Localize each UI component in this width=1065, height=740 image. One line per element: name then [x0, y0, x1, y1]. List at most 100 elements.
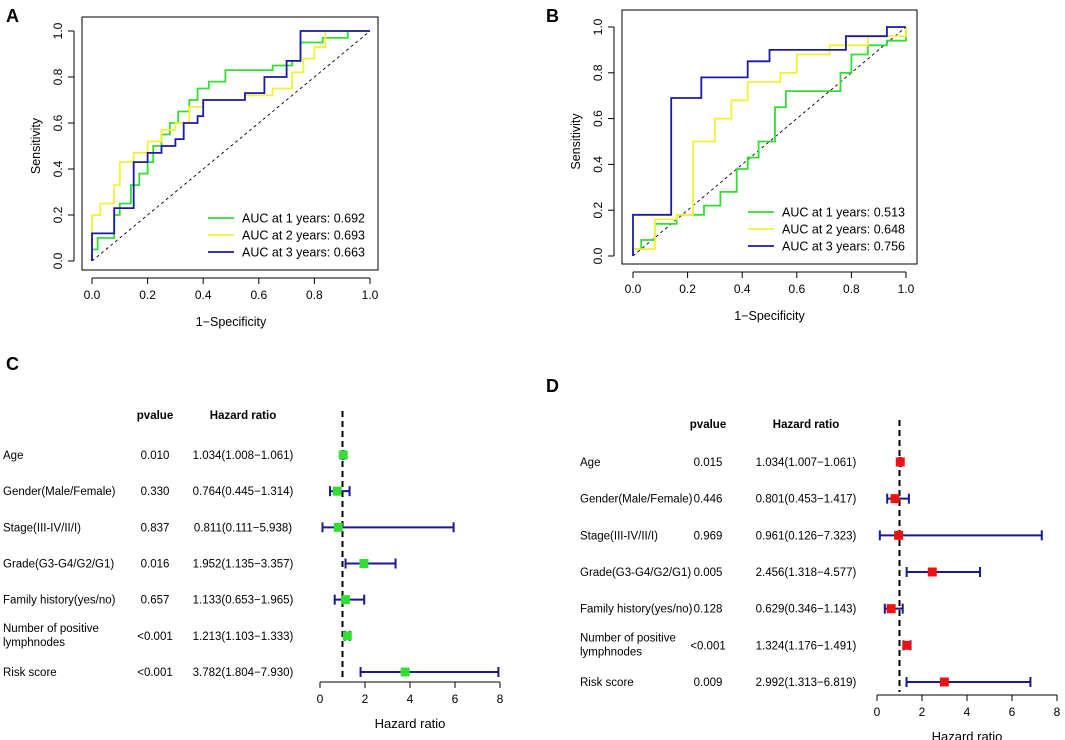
forest-row: Risk score <0.001 3.782(1.804−7.930) [3, 667, 500, 679]
x-tick-label: 8 [497, 692, 504, 706]
plot-frame [81, 16, 379, 271]
row-label: Family history(yes/no) [3, 595, 116, 607]
x-tick-label: 6 [452, 692, 459, 706]
hr-marker [886, 604, 896, 614]
row-label: Age [3, 450, 23, 462]
y-tick-label: 0.2 [51, 206, 65, 223]
header-pvalue: pvalue [690, 419, 726, 431]
row-label: Age [580, 457, 600, 469]
row-pvalue: 0.657 [141, 595, 170, 607]
x-tick-label: 4 [407, 692, 414, 706]
forest-row: Age 0.010 1.034(1.008−1.061) [3, 450, 348, 462]
y-tick-label: 0.0 [591, 247, 605, 264]
row-pvalue: <0.001 [137, 667, 173, 679]
legend: AUC at 1 years: 0.513 AUC at 2 years: 0.6… [748, 206, 905, 254]
row-label: Risk score [580, 677, 634, 689]
forest-row: Grade(G3-G4/G2/G1) 0.005 2.456(1.318−4.577… [580, 567, 981, 579]
hr-marker [340, 595, 350, 605]
row-pvalue: 0.837 [141, 522, 170, 534]
row-pvalue: <0.001 [137, 631, 173, 643]
roc-curve-1 [632, 27, 907, 256]
row-pvalue: <0.001 [690, 640, 726, 652]
forest-row: Grade(G3-G4/G2/G1) 0.016 1.952(1.135−3.357… [3, 558, 397, 571]
y-tick-label: 0.2 [591, 202, 605, 219]
forest-row: Stage(III-IV/II/I) 0.837 0.811(0.111−5.938… [3, 522, 455, 534]
panel-letter-d: D [546, 376, 559, 396]
x-tick-label: 2 [362, 692, 369, 706]
x-tick-label: 1.0 [898, 282, 915, 296]
x-tick-label: 0.2 [679, 282, 696, 296]
y-axis-label: Sensitivity [569, 113, 583, 170]
x-tick-label: 0.6 [250, 288, 267, 302]
row-hr-text: 1.324(1.176−1.491) [756, 640, 857, 652]
header-hazard-ratio: Hazard ratio [210, 410, 276, 422]
diagonal-reference-line [632, 26, 907, 257]
x-tick-label: 0.4 [195, 288, 212, 302]
hr-marker [927, 567, 937, 577]
y-tick-label: 1.0 [591, 18, 605, 35]
row-hr-text: 1.034(1.007−1.061) [756, 457, 857, 469]
legend-label-2: AUC at 2 years: 0.693 [242, 229, 365, 243]
hr-marker [939, 677, 949, 687]
hr-marker [890, 494, 900, 504]
x-tick-label: 2 [919, 705, 926, 719]
hr-marker [359, 559, 369, 568]
x-tick-label: 0 [874, 705, 881, 719]
row-pvalue: 0.128 [694, 604, 723, 616]
forest-row: Family history(yes/no) 0.128 0.629(0.346−1… [580, 603, 904, 616]
legend-label-1: AUC at 1 years: 0.513 [782, 206, 905, 220]
x-tick-label: 0.8 [306, 288, 323, 302]
forest-row: Risk score 0.009 2.992(1.313−6.819) [580, 677, 1032, 689]
roc-plot-a: 0.0 0.2 0.4 0.6 0.8 1.0 1−Specificity 0.0 0.2 0.4… [29, 16, 379, 329]
x-tick-label: 0.6 [788, 282, 805, 296]
hr-marker [332, 486, 342, 496]
row-label: Number of positive [3, 623, 99, 635]
row-label: Stage(III-IV/II/I) [580, 530, 658, 542]
row-hr-text: 1.213(1.103−1.333) [193, 631, 294, 643]
x-tick-label: 0 [317, 692, 324, 706]
hr-marker [333, 522, 343, 532]
y-tick-label: 0.4 [591, 156, 605, 173]
y-tick-label: 0.6 [591, 110, 605, 127]
panel-letter-b: B [546, 6, 559, 26]
row-hr-text: 0.764(0.445−1.314) [193, 486, 294, 498]
row-label-line2: lymphnodes [580, 646, 642, 658]
roc-curve-2 [632, 27, 907, 256]
header-pvalue: pvalue [137, 410, 173, 422]
x-tick-label: 0.2 [139, 288, 156, 302]
row-hr-text: 1.133(0.653−1.965) [193, 595, 294, 607]
forest-row: Number of positive lymphnodes <0.001 1.324(… [580, 632, 912, 658]
forest-row: Number of positive lymphnodes <0.001 1.213(… [3, 623, 352, 649]
row-pvalue: 0.010 [141, 450, 170, 462]
panel-letter-c: C [6, 354, 19, 374]
header-hazard-ratio: Hazard ratio [773, 419, 839, 431]
y-tick-label: 1.0 [51, 22, 65, 39]
hr-marker [902, 640, 912, 650]
x-tick-label: 8 [1054, 705, 1061, 719]
row-hr-text: 3.782(1.804−7.930) [193, 667, 294, 679]
x-tick-label: 0.4 [734, 282, 751, 296]
row-label: Gender(Male/Female) [3, 486, 116, 498]
forest-row: Stage(III-IV/II/I) 0.969 0.961(0.126−7.323… [580, 530, 1043, 542]
diagonal-reference-line [91, 30, 371, 262]
row-label: Family history(yes/no) [580, 604, 693, 616]
x-axis-label: 1−Specificity [196, 315, 267, 329]
y-tick-label: 0.0 [51, 252, 65, 269]
forest-row: Age 0.015 1.034(1.007−1.061) [580, 457, 905, 469]
row-hr-text: 0.961(0.126−7.323) [756, 530, 857, 542]
roc-curve-3 [91, 30, 370, 261]
y-tick-label: 0.8 [51, 68, 65, 85]
x-tick-label: 1.0 [362, 288, 379, 302]
row-label: Grade(G3-G4/G2/G1) [580, 567, 691, 579]
x-tick-label: 0.8 [843, 282, 860, 296]
hr-marker [338, 450, 348, 460]
legend-label-3: AUC at 3 years: 0.663 [242, 246, 365, 260]
row-label-line2: lymphnodes [3, 637, 65, 649]
x-tick-label: 6 [1009, 705, 1016, 719]
legend-label-2: AUC at 2 years: 0.648 [782, 223, 905, 237]
panel-letter-a: A [6, 6, 19, 26]
legend: AUC at 1 years: 0.692 AUC at 2 years: 0.6… [208, 212, 365, 260]
x-axis-label: 1−Specificity [734, 309, 805, 323]
forest-row: Gender(Male/Female) 0.330 0.764(0.445−1.31… [3, 486, 351, 498]
